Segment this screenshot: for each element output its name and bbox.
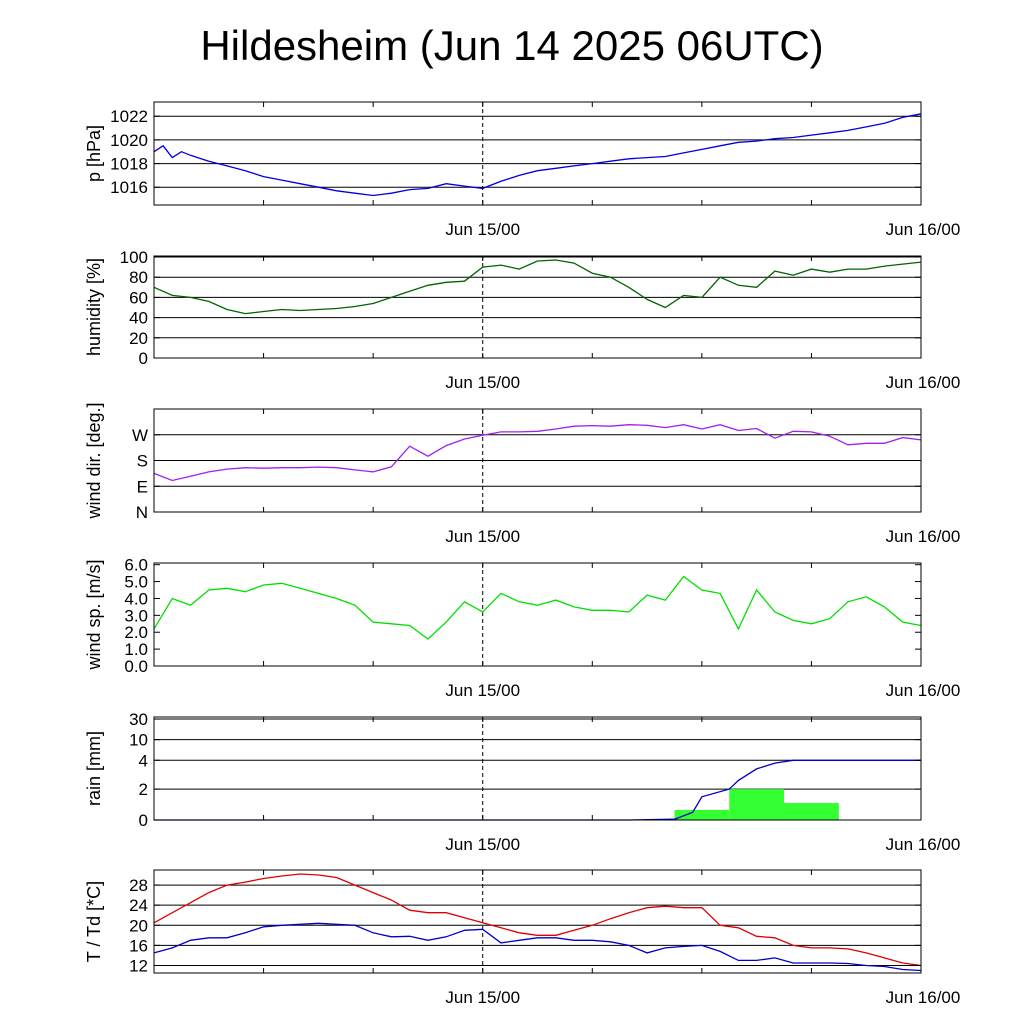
y-tick-label: N xyxy=(136,503,148,522)
y-tick-label: 0 xyxy=(139,349,148,368)
rain-bar xyxy=(784,803,839,820)
y-tick-label: 28 xyxy=(129,876,148,895)
y-tick-label: 20 xyxy=(129,329,148,348)
y-tick-label: 80 xyxy=(129,268,148,287)
x-tick-label: Jun 15/00 xyxy=(445,527,520,546)
y-tick-label: 20 xyxy=(129,916,148,935)
y-tick-label: 10 xyxy=(129,731,148,750)
y-tick-label: 5.0 xyxy=(124,573,148,592)
y-tick-label: 1.0 xyxy=(124,640,148,659)
series-line-2 xyxy=(153,922,922,972)
y-tick-label: 6.0 xyxy=(124,556,148,575)
series-line-1 xyxy=(153,424,922,482)
plot-frame xyxy=(153,562,922,667)
y-tick-label: 1016 xyxy=(110,178,148,197)
y-tick-label: 16 xyxy=(129,936,148,955)
y-tick-label: 3.0 xyxy=(124,606,148,625)
chart-panel-5: 0 2 410 30 Jun 15/00 Jun 16/00 rain [mm] xyxy=(84,710,960,854)
plot-frame xyxy=(153,716,922,821)
x-tick-label: Jun 16/00 xyxy=(886,527,961,546)
page-title: Hildesheim (Jun 14 2025 06UTC) xyxy=(200,22,824,69)
x-tick-label: Jun 15/00 xyxy=(445,988,520,1007)
y-tick-label: 4 xyxy=(139,751,148,770)
series-line-1 xyxy=(153,873,922,967)
y-axis-label: humidity [%] xyxy=(84,258,104,356)
series-line-1 xyxy=(153,113,922,197)
plot-frame xyxy=(153,255,922,359)
y-tick-label: 40 xyxy=(129,309,148,328)
y-axis-label: wind sp. [m/s] xyxy=(84,559,104,670)
x-tick-label: Jun 16/00 xyxy=(886,220,961,239)
y-tick-label: W xyxy=(132,426,148,445)
x-tick-label: Jun 15/00 xyxy=(445,220,520,239)
y-tick-label: 1018 xyxy=(110,155,148,174)
y-tick-label: 0 xyxy=(139,811,148,830)
x-tick-label: Jun 15/00 xyxy=(445,835,520,854)
rain-bar xyxy=(729,789,785,820)
y-tick-label: 1020 xyxy=(110,131,148,150)
y-tick-label: S xyxy=(137,452,148,471)
y-tick-label: 60 xyxy=(129,288,148,307)
y-tick-label: 100 xyxy=(120,248,148,267)
y-tick-label: 24 xyxy=(129,896,148,915)
y-tick-label: E xyxy=(137,477,148,496)
y-axis-label: wind dir. [deg.] xyxy=(84,402,104,519)
chart-panel-4: 0.01.02.03.04.05.06.0 Jun 15/00 Jun 16/00 w… xyxy=(84,556,960,700)
y-axis-label: T / Td [*C] xyxy=(84,881,104,962)
x-tick-label: Jun 15/00 xyxy=(445,373,520,392)
x-tick-label: Jun 15/00 xyxy=(445,681,520,700)
series-line-1 xyxy=(153,575,922,640)
chart-panel-1: 1016 1018 1020 1022 Jun 15/00 Jun 16/00 p [hPa… xyxy=(84,101,961,239)
y-tick-label: 4.0 xyxy=(124,589,148,608)
y-tick-label: 12 xyxy=(129,956,148,975)
series-line-1 xyxy=(154,759,921,821)
y-axis-label: rain [mm] xyxy=(84,731,104,806)
y-tick-label: 1022 xyxy=(110,107,148,126)
y-axis-label: p [hPa] xyxy=(84,125,104,182)
y-tick-label: 30 xyxy=(129,710,148,729)
x-tick-label: Jun 16/00 xyxy=(886,835,961,854)
rain-bar xyxy=(674,809,730,820)
y-tick-label: 2.0 xyxy=(124,623,148,642)
x-tick-label: Jun 16/00 xyxy=(886,988,961,1007)
x-tick-label: Jun 16/00 xyxy=(886,373,961,392)
y-tick-label: 0.0 xyxy=(124,657,148,676)
plot-frame xyxy=(153,869,922,974)
x-tick-label: Jun 16/00 xyxy=(886,681,961,700)
series-line-1 xyxy=(153,259,922,315)
plot-frame xyxy=(153,101,922,206)
y-tick-label: 2 xyxy=(139,780,148,799)
